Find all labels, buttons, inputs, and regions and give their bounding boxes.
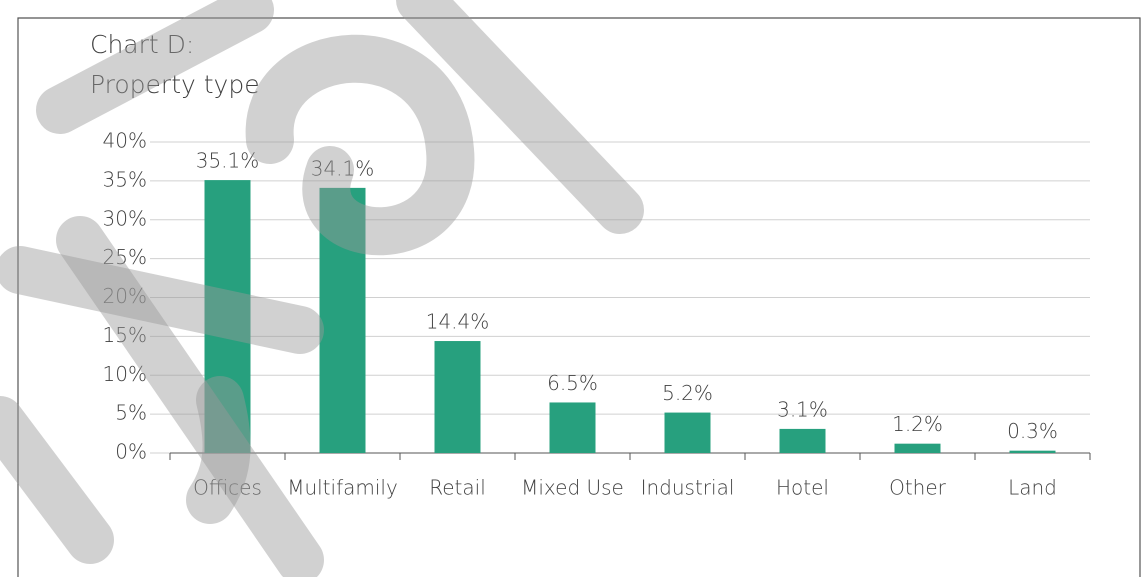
bar (204, 180, 251, 453)
y-tick-label: 35% (103, 167, 147, 191)
value-label: 14.4% (426, 310, 490, 334)
value-label: 34.1% (311, 156, 375, 180)
y-tick-label: 30% (103, 206, 147, 230)
bar (549, 402, 596, 453)
y-tick-label: 5% (115, 401, 147, 425)
y-tick-label: 10% (103, 362, 147, 386)
bar (434, 341, 481, 453)
y-tick-label: 20% (103, 284, 147, 308)
value-label: 6.5% (547, 371, 598, 395)
x-tick-label: Land (1008, 476, 1057, 500)
y-tick-label: 40% (103, 129, 147, 153)
value-label: 35.1% (196, 149, 260, 173)
bar (1009, 450, 1056, 453)
value-label: 1.2% (892, 412, 943, 436)
chart-title: Chart D: (90, 30, 194, 59)
bar (319, 187, 366, 453)
bar (779, 428, 826, 453)
x-tick-label: Hotel (776, 476, 829, 500)
x-tick-label: Industrial (641, 476, 735, 500)
x-tick-label: Offices (193, 476, 262, 500)
frame (17, 17, 1141, 577)
y-tick-label: 25% (103, 245, 147, 269)
value-label: 3.1% (777, 397, 828, 421)
y-tick-label: 15% (103, 323, 147, 347)
chart-title: Property type (90, 70, 260, 99)
y-tick-label: 0% (115, 440, 147, 464)
x-tick-label: Mixed Use (521, 476, 624, 500)
bar (664, 412, 711, 453)
x-tick-label: Multifamily (287, 476, 398, 500)
value-label: 0.3% (1007, 419, 1058, 443)
x-tick-label: Other (889, 476, 947, 500)
value-label: 5.2% (662, 381, 713, 405)
bar (894, 443, 941, 453)
x-tick-label: Retail (429, 476, 486, 500)
